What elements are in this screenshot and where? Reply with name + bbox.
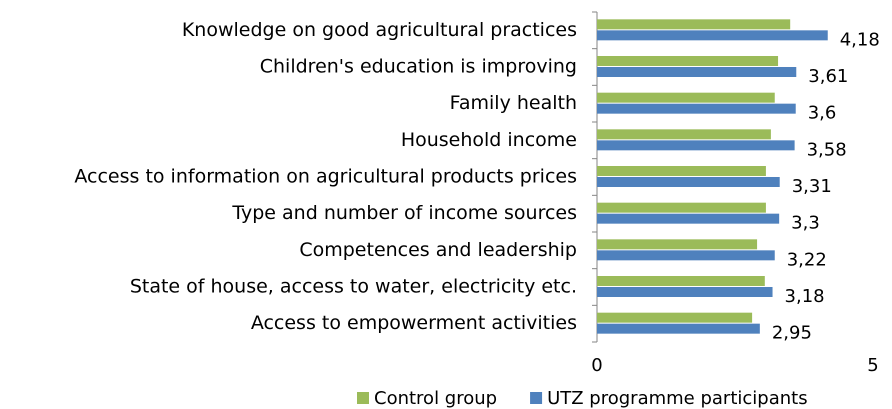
x-tick-label: 0: [591, 355, 602, 376]
value-label: 3,22: [787, 249, 827, 270]
bar: [597, 323, 760, 334]
bar: [597, 140, 795, 151]
bar: [597, 202, 766, 213]
bar: [597, 166, 766, 176]
bar: [597, 103, 796, 114]
bar: [597, 56, 779, 66]
category-label: Access to empowerment activities: [251, 312, 577, 334]
value-label: 3,58: [807, 139, 847, 160]
value-label: 3,3: [791, 213, 820, 234]
bar: [597, 19, 791, 30]
bar: [597, 250, 775, 261]
category-label: State of house, access to water, electri…: [130, 276, 577, 298]
bar: [597, 276, 765, 286]
value-label: 3,31: [792, 176, 832, 197]
bar: [597, 213, 780, 224]
legend-swatch: [530, 392, 543, 404]
category-label: Competences and leadership: [299, 239, 577, 261]
bar: [597, 129, 771, 140]
category-label: Knowledge on good agricultural practices: [182, 19, 577, 41]
bar: [597, 177, 780, 187]
category-label: Type and number of income sources: [231, 202, 577, 224]
value-label: 3,18: [785, 286, 825, 307]
bar: [597, 287, 773, 297]
bar: [597, 239, 758, 250]
bar: [597, 30, 828, 41]
x-tick-label: 5: [867, 355, 878, 376]
legend-label: UTZ programme participants: [547, 388, 808, 409]
category-label: Access to information on agricultural pr…: [74, 166, 577, 188]
value-label: 4,18: [840, 29, 880, 50]
bar: [597, 92, 775, 103]
value-label: 3,61: [808, 66, 848, 87]
legend-swatch: [357, 392, 369, 404]
bar: [597, 312, 753, 323]
value-label: 2,95: [772, 323, 812, 344]
bar: [597, 67, 797, 77]
category-label: Household income: [401, 129, 577, 151]
value-label: 3,6: [808, 103, 837, 124]
legend-label: Control group: [374, 388, 497, 409]
category-label: Family health: [450, 92, 577, 114]
category-label: Children's education is improving: [260, 56, 577, 78]
